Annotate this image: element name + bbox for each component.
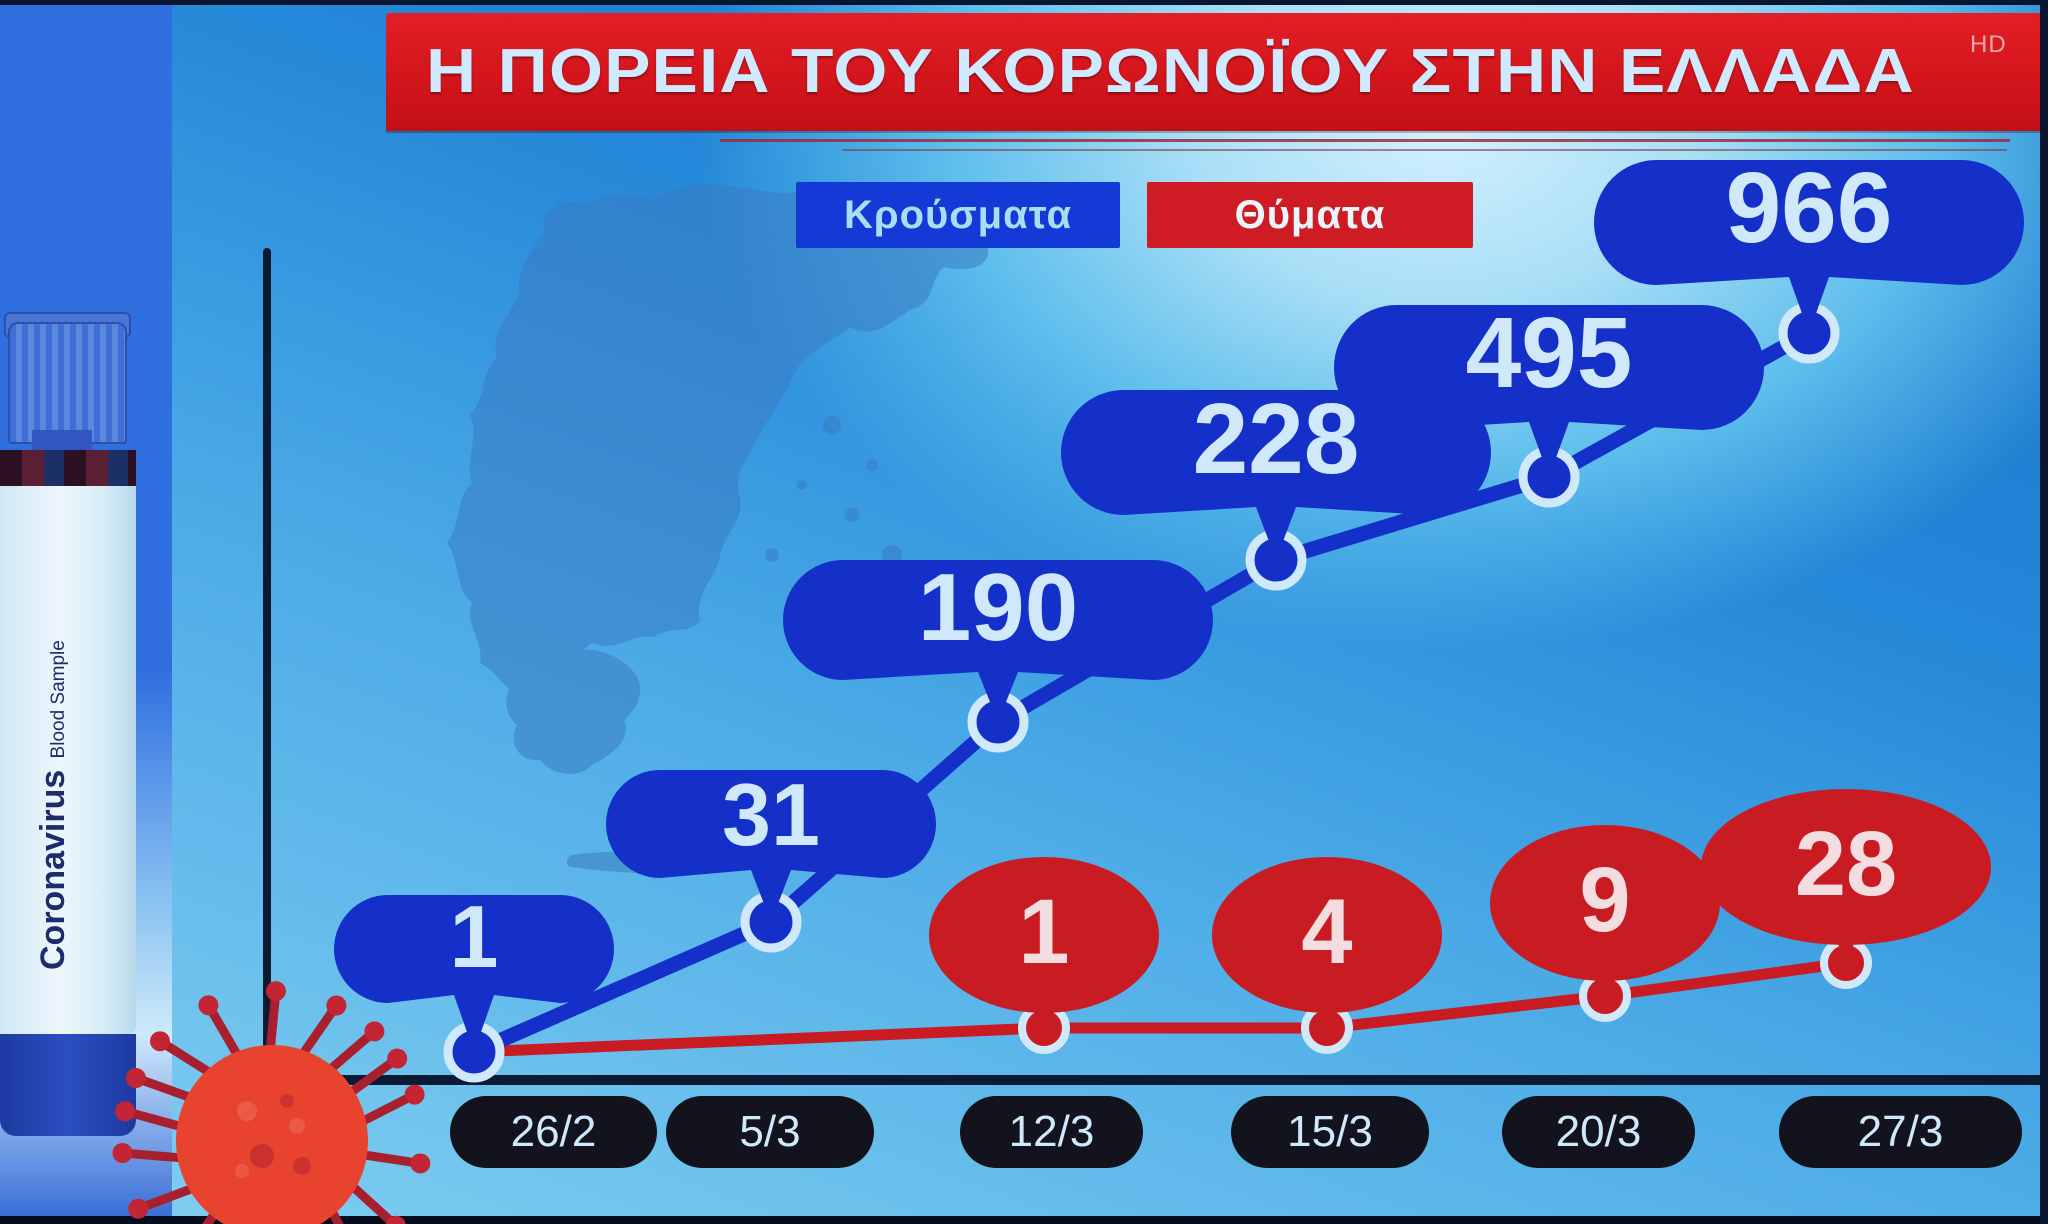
- svg-text:28: 28: [1795, 813, 1897, 915]
- svg-text:31: 31: [722, 765, 820, 864]
- svg-text:9: 9: [1579, 849, 1630, 951]
- svg-text:1: 1: [1018, 881, 1069, 983]
- svg-text:4: 4: [1301, 881, 1352, 983]
- svg-text:228: 228: [1193, 383, 1360, 495]
- svg-text:1: 1: [450, 887, 499, 986]
- svg-text:190: 190: [918, 554, 1078, 661]
- svg-text:966: 966: [1726, 152, 1893, 264]
- svg-text:495: 495: [1466, 297, 1633, 409]
